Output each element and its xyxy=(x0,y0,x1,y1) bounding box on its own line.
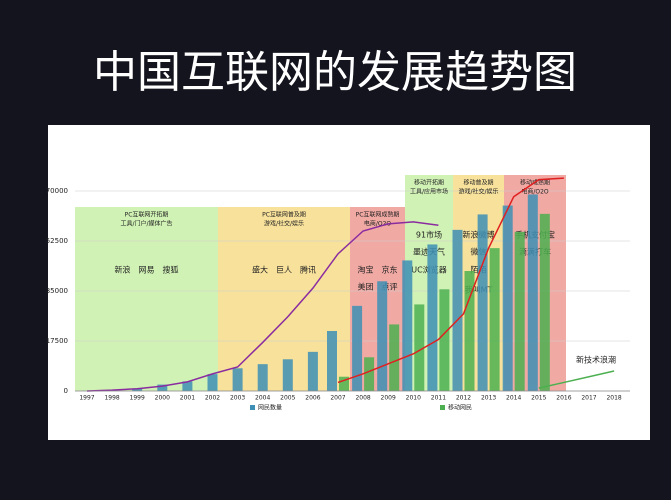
x-tick-label: 2011 xyxy=(431,395,446,402)
bar xyxy=(157,384,168,391)
y-tick-label: 0 xyxy=(64,387,68,395)
bar xyxy=(452,229,463,391)
x-tick-label: 2015 xyxy=(531,395,546,402)
bar xyxy=(257,364,268,391)
bar xyxy=(477,214,488,391)
x-tick-label: 2016 xyxy=(556,395,571,402)
x-tick-label: 1998 xyxy=(104,395,119,402)
phase-subtitle: 游戏/社交/娱乐 xyxy=(458,188,498,196)
x-tick-label: 2008 xyxy=(355,395,370,402)
bar xyxy=(464,271,475,391)
bar xyxy=(402,260,413,391)
x-tick-label: 1999 xyxy=(130,395,145,402)
x-tick-label: 2018 xyxy=(606,395,621,402)
x-tick-label: 2012 xyxy=(456,395,471,402)
phase-title: PC互联网开拓期 xyxy=(125,211,169,219)
bar xyxy=(514,231,525,391)
company: 91市场 xyxy=(416,230,442,240)
bar xyxy=(364,357,375,391)
bar xyxy=(439,289,450,391)
bar xyxy=(339,376,349,391)
bar xyxy=(327,331,337,391)
legend-swatch xyxy=(250,405,255,410)
x-tick-label: 2010 xyxy=(406,395,421,402)
x-tick-label: 2005 xyxy=(280,395,295,402)
bar xyxy=(389,324,400,391)
x-tick-label: 2013 xyxy=(481,395,496,402)
company: 新浪 网易 搜狐 xyxy=(115,265,179,275)
legend-label: 移动网民 xyxy=(448,404,472,412)
bar xyxy=(414,304,425,391)
bar xyxy=(539,213,550,391)
x-tick-label: 2003 xyxy=(230,395,245,402)
x-tick-label: 2001 xyxy=(180,395,195,402)
bar xyxy=(502,205,513,391)
bar xyxy=(307,351,318,391)
annotation: 新技术浪潮 xyxy=(576,355,616,365)
phase-subtitle: 电商/O2O xyxy=(364,220,392,228)
company: 淘宝 京东 xyxy=(358,265,398,275)
phase-title: 移动开拓期 xyxy=(414,179,444,187)
x-tick-label: 2017 xyxy=(581,395,596,402)
phase-subtitle: 游戏/社交/娱乐 xyxy=(264,220,304,228)
phase-title: PC互联网成熟期 xyxy=(356,211,400,219)
bar xyxy=(232,368,243,391)
bar xyxy=(427,244,438,391)
x-tick-label: 2006 xyxy=(305,395,320,402)
y-tick-label: 70000 xyxy=(46,187,68,195)
slide-title: 中国互联网的发展趋势图 xyxy=(93,47,577,98)
bar xyxy=(207,374,218,391)
legend-swatch xyxy=(440,405,445,410)
x-tick-label: 1997 xyxy=(79,395,94,402)
phase-region xyxy=(75,207,218,391)
phase-subtitle: 工具/应用市场 xyxy=(410,188,448,196)
y-tick-label: 52500 xyxy=(46,237,68,245)
x-tick-label: 2014 xyxy=(506,395,521,402)
y-tick-label: 17500 xyxy=(46,337,68,345)
bar xyxy=(132,388,143,391)
bar xyxy=(352,305,363,391)
x-tick-label: 2009 xyxy=(381,395,396,402)
trend-line xyxy=(337,177,564,384)
phase-subtitle: 工具/门户/媒体广告 xyxy=(120,220,172,228)
bar xyxy=(527,194,538,391)
x-tick-label: 2000 xyxy=(155,395,170,402)
y-tick-label: 35000 xyxy=(46,287,68,295)
phase-title: 移动普及期 xyxy=(463,179,493,187)
phase-subtitle: 电商/O2O xyxy=(521,188,549,196)
bar xyxy=(377,281,388,391)
trend-line xyxy=(538,370,615,389)
bar xyxy=(489,248,500,391)
x-tick-label: 2002 xyxy=(205,395,220,402)
x-tick-label: 2007 xyxy=(330,395,345,402)
bar xyxy=(282,359,293,391)
x-tick-label: 2004 xyxy=(255,395,270,402)
company: 盛大 巨人 腾讯 xyxy=(252,265,316,275)
bar xyxy=(182,381,193,391)
legend-label: 网民数量 xyxy=(258,404,282,412)
phase-title: PC互联网普及期 xyxy=(262,211,306,219)
trend-line xyxy=(86,221,439,392)
